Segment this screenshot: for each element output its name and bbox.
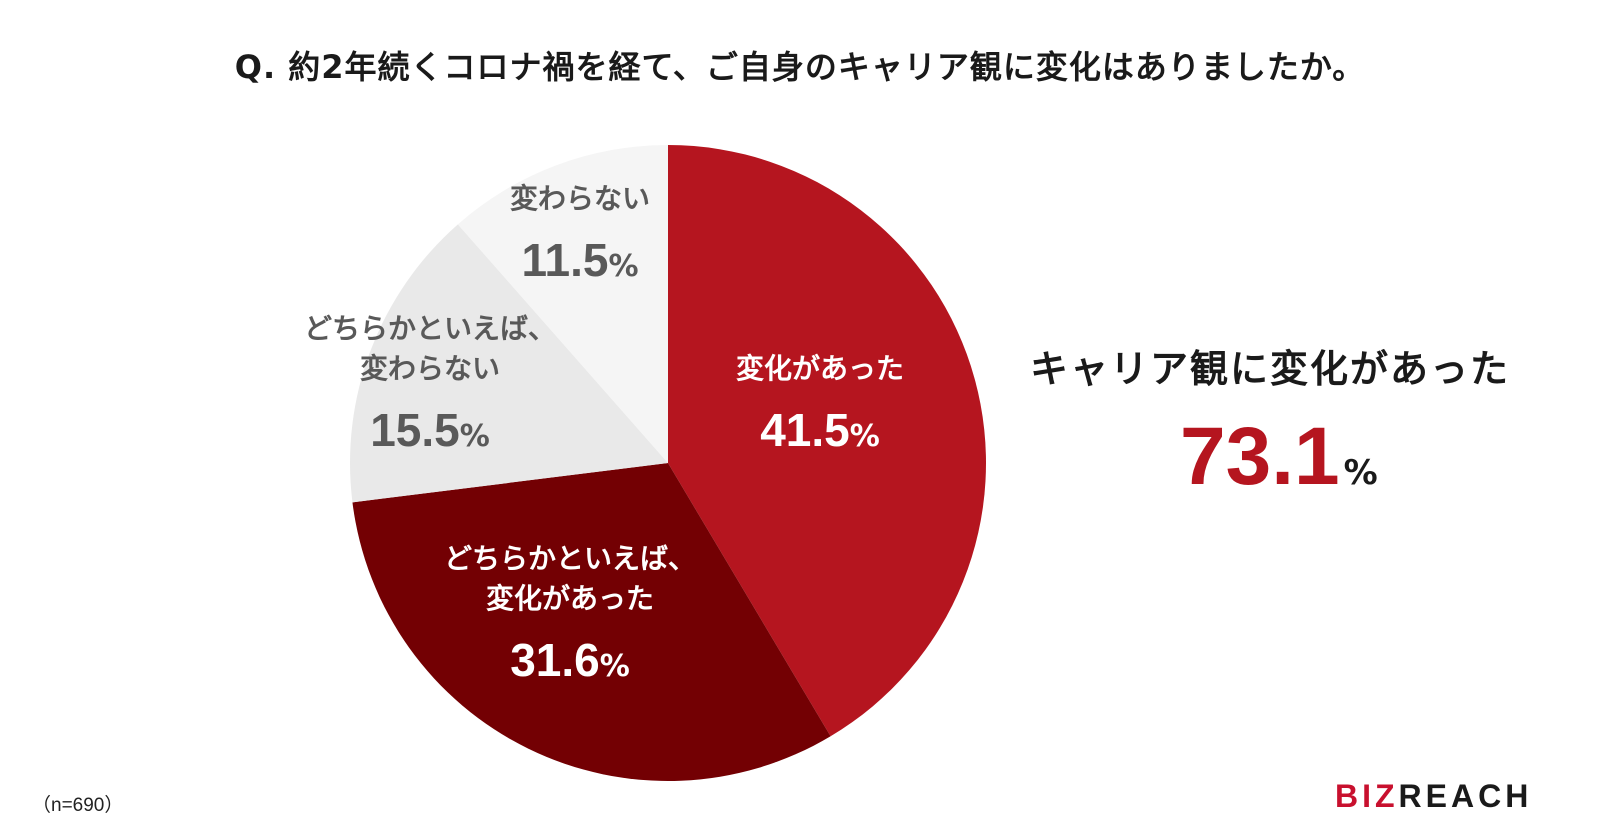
pie-slice-0 — [668, 145, 986, 737]
pie-slice-1 — [352, 463, 831, 781]
slice-label-2-line-1: 変わらない — [360, 352, 500, 385]
slice-value-1: 31.6% — [510, 634, 630, 686]
slice-label-1-line-0: どちらかといえば、 — [444, 542, 696, 575]
pie-slice-3 — [457, 145, 668, 463]
summary-number: 73.1 — [1180, 411, 1340, 502]
slice-label-0-line-0: 変化があった — [736, 352, 904, 385]
summary-label: キャリア観に変化があった — [1030, 347, 1511, 391]
brand-logo-rest: REACH — [1398, 778, 1533, 814]
slice-value-2: 15.5% — [370, 404, 490, 456]
sample-size-note: （n=690） — [32, 795, 124, 816]
summary-unit: % — [1343, 453, 1378, 493]
pie-slice-2 — [350, 224, 668, 503]
slice-label-3-line-0: 変わらない — [510, 182, 650, 215]
slice-value-3: 11.5% — [521, 234, 638, 286]
slice-value-0: 41.5% — [760, 404, 880, 456]
brand-logo-accent: BIZ — [1335, 778, 1399, 814]
summary-value: 73.1% — [1180, 410, 1378, 504]
slice-label-1-line-1: 変化があった — [486, 582, 654, 615]
slice-label-2-line-0: どちらかといえば、 — [304, 312, 556, 345]
brand-logo: BIZREACH — [1335, 778, 1532, 815]
chart-title: Q. 約2年続くコロナ禍を経て、ご自身のキャリア観に変化はありましたか。 — [234, 48, 1366, 86]
